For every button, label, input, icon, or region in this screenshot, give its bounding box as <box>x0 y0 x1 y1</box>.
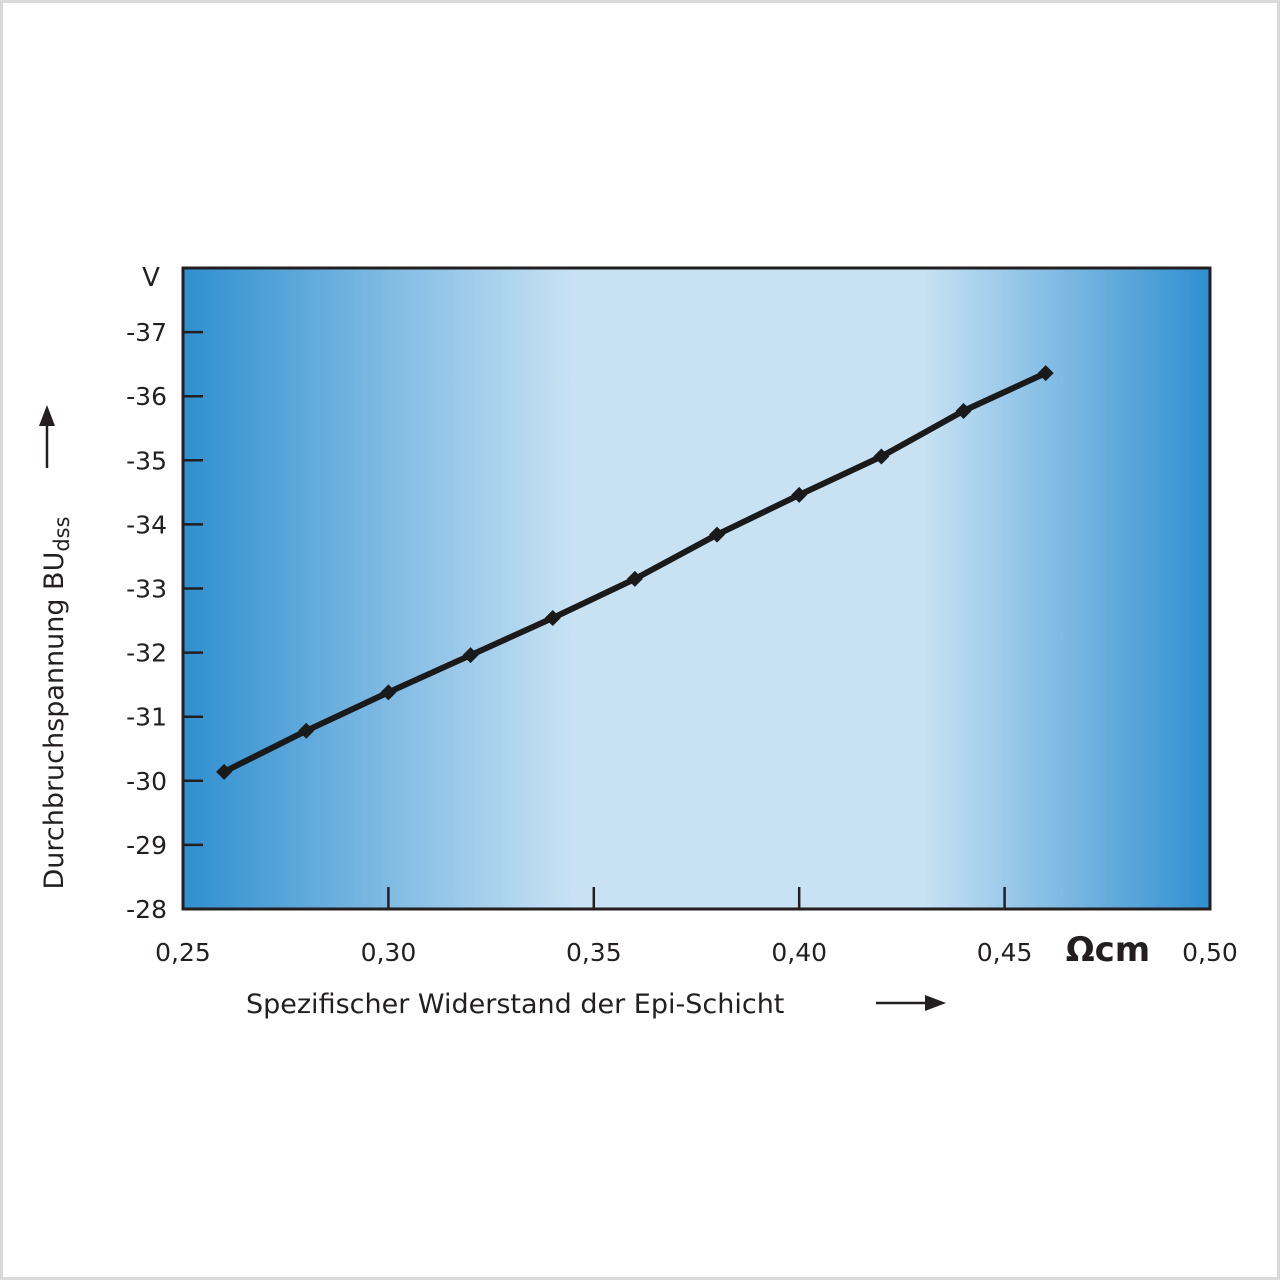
x-axis-unit: Ωcm <box>1066 930 1151 970</box>
data-point <box>626 570 643 587</box>
x-tick-label: 0,25 <box>155 938 211 967</box>
x-axis-arrow-icon <box>876 995 946 1011</box>
y-tick-label: -30 <box>126 767 167 796</box>
x-tick-label: 0,30 <box>361 938 417 967</box>
data-point <box>1037 365 1054 382</box>
x-tick-label: 0,50 <box>1182 938 1238 967</box>
data-point <box>216 763 233 780</box>
y-tick-label: -29 <box>126 831 167 860</box>
y-tick-label: -34 <box>126 510 167 539</box>
data-point <box>873 448 890 465</box>
y-axis-tick-labels: -28 -29 -30 -31 -32 -33 -34 -35 -36 -37 <box>126 318 167 924</box>
data-point <box>544 609 561 626</box>
data-point-markers <box>216 365 1054 780</box>
plot-area <box>181 266 1212 911</box>
y-axis-title-subscript: dss <box>50 516 74 551</box>
y-axis-title-main: Durchbruchspannung BU <box>39 552 70 890</box>
y-axis-arrow-icon <box>39 405 55 468</box>
y-tick-label: -37 <box>126 318 167 347</box>
y-tick-label: -28 <box>126 895 167 924</box>
chart-svg: 0,25 0,30 0,35 0,40 0,45 0,50 -28 -29 -30 -31 -32… <box>39 263 1238 1020</box>
y-axis-unit: V <box>142 263 160 293</box>
data-point <box>462 647 479 664</box>
data-point <box>380 684 397 701</box>
y-tick-label: -36 <box>126 382 167 411</box>
x-tick-label: 0,45 <box>977 938 1033 967</box>
y-axis-title: Durchbruchspannung BUdss <box>39 516 74 889</box>
data-point <box>298 722 315 739</box>
x-tick-label: 0,40 <box>771 938 827 967</box>
y-tick-label: -32 <box>126 639 167 668</box>
x-axis-ticks <box>387 887 1006 909</box>
y-tick-label: -33 <box>126 575 167 604</box>
data-point <box>709 526 726 543</box>
y-tick-label: -35 <box>126 446 167 475</box>
y-tick-label: -31 <box>126 703 167 732</box>
x-tick-label: 0,35 <box>566 938 622 967</box>
data-point <box>955 402 972 419</box>
x-axis-title: Spezifischer Widerstand der Epi-Schicht <box>246 989 784 1020</box>
y-axis-ticks <box>183 330 203 847</box>
data-point <box>791 486 808 503</box>
x-axis-tick-labels: 0,25 0,30 0,35 0,40 0,45 0,50 <box>155 938 1238 967</box>
